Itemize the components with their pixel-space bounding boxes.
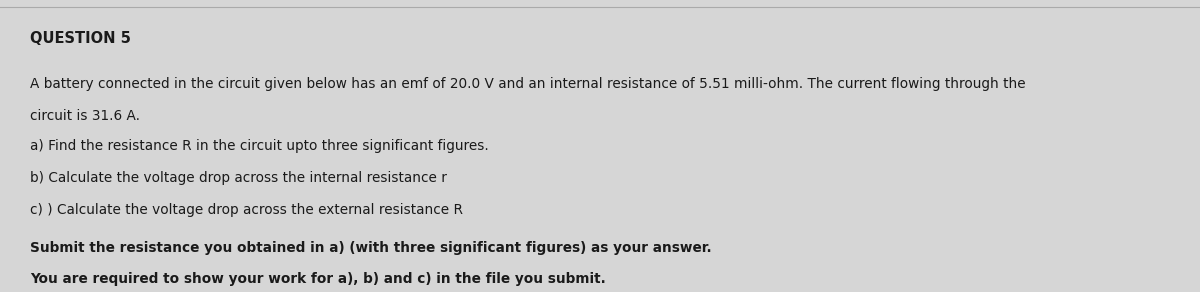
Text: b) Calculate the voltage drop across the internal resistance r: b) Calculate the voltage drop across the…: [30, 171, 446, 185]
Text: a) Find the resistance R in the circuit upto three significant figures.: a) Find the resistance R in the circuit …: [30, 139, 488, 153]
Text: You are required to show your work for a), b) and c) in the file you submit.: You are required to show your work for a…: [30, 272, 606, 286]
Text: QUESTION 5: QUESTION 5: [30, 31, 131, 46]
Text: Submit the resistance you obtained in a) (with three significant figures) as you: Submit the resistance you obtained in a)…: [30, 241, 712, 255]
Text: circuit is 31.6 A.: circuit is 31.6 A.: [30, 110, 140, 124]
Text: c) ) Calculate the voltage drop across the external resistance R: c) ) Calculate the voltage drop across t…: [30, 203, 463, 217]
Text: A battery connected in the circuit given below has an emf of 20.0 V and an inter: A battery connected in the circuit given…: [30, 77, 1026, 91]
